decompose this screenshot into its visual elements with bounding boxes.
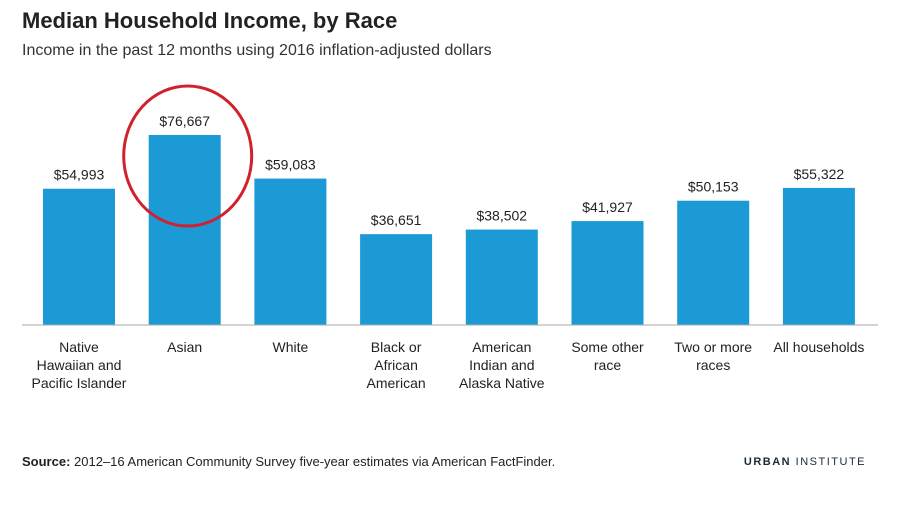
category-label-4: American Indian and Alaska Native (459, 339, 545, 391)
value-label-4: $38,502 (476, 208, 527, 224)
category-label-line: Indian and (469, 357, 534, 373)
source-note: Source: 2012–16 American Community Surve… (22, 454, 555, 469)
category-label-7: All households (773, 339, 864, 355)
category-label-line: Some other (571, 339, 644, 355)
category-label-line: Hawaiian and (37, 357, 122, 373)
category-label-line: American (367, 375, 426, 391)
bar-0 (43, 188, 115, 325)
value-label-7: $55,322 (794, 166, 845, 182)
category-label-line: Asian (167, 339, 202, 355)
category-label-line: Black or (371, 339, 422, 355)
bar-5 (571, 221, 644, 325)
category-label-line: Pacific Islander (32, 375, 127, 391)
brand-urban: URBAN (743, 456, 792, 468)
bar-3 (360, 234, 433, 325)
value-label-3: $36,651 (371, 212, 422, 228)
value-label-1: $76,667 (159, 113, 210, 129)
category-label-line: White (273, 339, 309, 355)
chart-subtitle: Income in the past 12 months using 2016 … (22, 42, 492, 59)
value-label-0: $54,993 (54, 167, 105, 183)
category-label-line: American (472, 339, 531, 355)
category-label-line: races (696, 357, 730, 373)
category-label-line: All households (773, 339, 864, 355)
bar-chart: $54,993 Native Hawaiian and Pacific Islande… (22, 84, 878, 391)
category-label-6: Two or more races (674, 339, 752, 373)
highlight-circle (122, 84, 254, 228)
source-text: 2012–16 American Community Survey five-y… (70, 454, 556, 469)
category-label-3: Black or African American (367, 339, 426, 391)
source-label: Source: (22, 454, 71, 469)
value-label-5: $41,927 (582, 199, 633, 215)
category-label-5: Some other race (571, 339, 644, 373)
bar-2 (254, 178, 327, 325)
category-label-line: race (594, 357, 621, 373)
value-label-2: $59,083 (265, 157, 316, 173)
category-label-1: Asian (167, 339, 202, 355)
category-label-0: Native Hawaiian and Pacific Islander (32, 339, 127, 391)
bar-4 (465, 229, 538, 325)
bar-1 (148, 135, 221, 325)
category-label-line: Native (59, 339, 99, 355)
value-label-6: $50,153 (688, 179, 739, 195)
bar-7 (782, 187, 855, 325)
category-label-line: Alaska Native (459, 375, 545, 391)
category-label-line: Two or more (674, 339, 752, 355)
chart-title: Median Household Income, by Race (22, 8, 398, 33)
urban-institute-logo: URBAN INSTITUTE (744, 456, 866, 468)
brand-institute: INSTITUTE (791, 456, 866, 468)
bar-6 (677, 200, 750, 325)
category-label-2: White (273, 339, 309, 355)
category-label-line: African (374, 357, 418, 373)
